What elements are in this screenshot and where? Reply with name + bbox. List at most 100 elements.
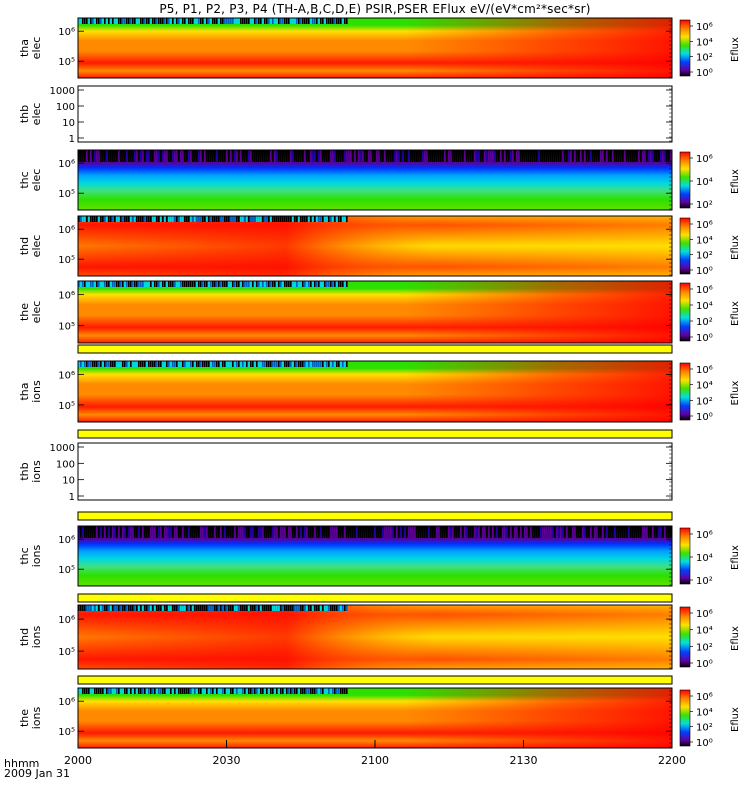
noise-stripe [272,688,274,694]
noise-stripe [228,216,230,222]
noise-stripe [244,526,246,538]
noise-stripe [186,150,188,162]
noise-stripe [92,216,94,222]
noise-stripe [236,688,238,694]
noise-stripe [120,150,122,162]
noise-stripe [274,688,276,694]
noise-stripe [246,688,248,694]
noise-stripe [174,281,176,287]
noise-stripe [274,150,276,162]
noise-stripe [120,18,122,24]
noise-stripe [166,361,168,367]
noise-stripe [156,281,158,287]
noise-stripe [204,526,206,538]
noise-stripe [126,361,128,367]
noise-stripe [214,281,216,287]
noise-stripe [124,526,126,538]
noise-stripe [242,361,244,367]
noise-stripe [100,688,102,694]
noise-stripe [96,361,98,367]
noise-stripe [238,18,240,24]
noise-stripe [188,281,190,287]
noise-stripe [304,526,306,538]
noise-stripe [306,361,308,367]
noise-stripe [260,605,262,611]
noise-stripe [106,526,108,538]
noise-stripe [236,605,238,611]
noise-stripe [614,526,616,538]
y-tick-label: 10⁶ [58,27,75,38]
noise-stripe [340,605,342,611]
noise-stripe [594,526,596,538]
noise-stripe [182,281,184,287]
noise-stripe [272,216,274,222]
noise-stripe [200,150,202,162]
noise-stripe [164,18,166,24]
noise-stripe [624,150,626,162]
noise-stripe [408,150,410,162]
noise-stripe [224,361,226,367]
noise-stripe [278,526,280,538]
noise-stripe [288,605,290,611]
noise-stripe [120,526,122,538]
noise-stripe [296,688,298,694]
noise-stripe [158,18,160,24]
noise-stripe [268,361,270,367]
noise-stripe [282,18,284,24]
noise-stripe [334,18,336,24]
noise-stripe [208,688,210,694]
noise-stripe [188,688,190,694]
noise-stripe [328,605,330,611]
y-tick-label: 10⁶ [58,697,75,708]
noise-stripe [586,150,588,162]
colorbar-label: Eflux [730,301,741,326]
noise-stripe [410,150,412,162]
noise-stripe [312,361,314,367]
noise-stripe [378,150,380,162]
panel-probe-label: thc [18,171,31,188]
noise-stripe [200,216,202,222]
noise-stripe [130,361,132,367]
noise-stripe [232,18,234,24]
noise-stripe [210,526,212,538]
noise-stripe [296,605,298,611]
noise-stripe [652,150,654,162]
noise-stripe [120,281,122,287]
noise-stripe [324,216,326,222]
noise-stripe [404,526,406,538]
noise-stripe [112,605,114,611]
noise-stripe [646,526,648,538]
noise-stripe [282,605,284,611]
noise-stripe [186,361,188,367]
noise-stripe [106,216,108,222]
noise-stripe [332,18,334,24]
noise-stripe [92,361,94,367]
noise-stripe [188,216,190,222]
noise-stripe [316,216,318,222]
noise-stripe [274,605,276,611]
noise-stripe [138,216,140,222]
noise-stripe [78,216,80,222]
noise-stripe [88,605,90,611]
colorbar-tick-label: 10⁴ [696,235,713,246]
noise-stripe [378,526,380,538]
noise-stripe [522,150,524,162]
noise-stripe [130,18,132,24]
noise-stripe [244,281,246,287]
noise-stripe [82,281,84,287]
noise-stripe [562,150,564,162]
noise-stripe [514,150,516,162]
noise-stripe [644,526,646,538]
panel-species-label: elec [30,37,43,60]
noise-stripe [662,150,664,162]
noise-stripe [296,18,298,24]
noise-stripe [140,605,142,611]
noise-stripe [328,150,330,162]
noise-stripe [168,281,170,287]
noise-stripe [584,150,586,162]
noise-stripe [330,605,332,611]
noise-stripe [188,150,190,162]
noise-stripe [528,150,530,162]
noise-stripe [392,150,394,162]
